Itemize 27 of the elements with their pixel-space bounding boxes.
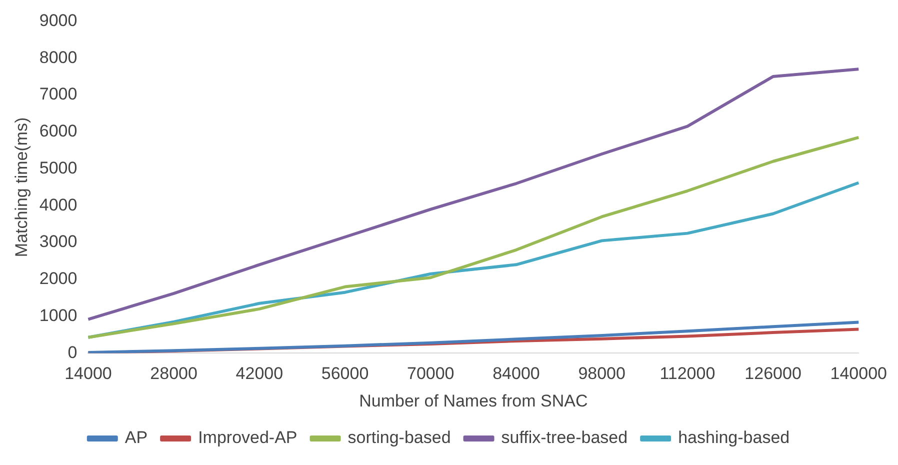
legend-label: suffix-tree-based [501,428,628,448]
y-tick-label: 6000 [39,122,78,141]
x-tick-label: 56000 [321,364,369,384]
x-tick-label: 98000 [578,364,626,384]
legend-label: AP [124,428,148,448]
y-axis-title: Matching time(ms) [12,117,31,258]
y-tick-label: 5000 [39,158,78,178]
y-tick-label: 2000 [39,269,78,288]
x-tick-label: 70000 [406,364,454,384]
legend-label: sorting-based [348,428,451,448]
legend-label: hashing-based [678,428,790,448]
y-tick-label: 1000 [39,306,78,325]
y-tick-label: 9000 [39,10,78,30]
y-tick-label: 8000 [39,48,78,67]
x-tick-label: 28000 [150,364,198,384]
x-tick-label: 42000 [236,364,284,384]
y-tick-label: 4000 [39,195,78,214]
x-tick-label: 126000 [744,364,802,384]
y-tick-label: 7000 [39,84,78,104]
x-tick-label: 14000 [64,364,112,384]
legend-label: Improved-AP [198,428,298,448]
x-tick-label: 84000 [492,364,540,384]
x-tick-label: 112000 [660,364,716,384]
y-tick-label: 3000 [39,232,78,252]
x-axis-title: Number of Names from SNAC [359,391,588,410]
x-tick-label: 140000 [830,364,888,384]
y-tick-label: 0 [68,342,78,362]
